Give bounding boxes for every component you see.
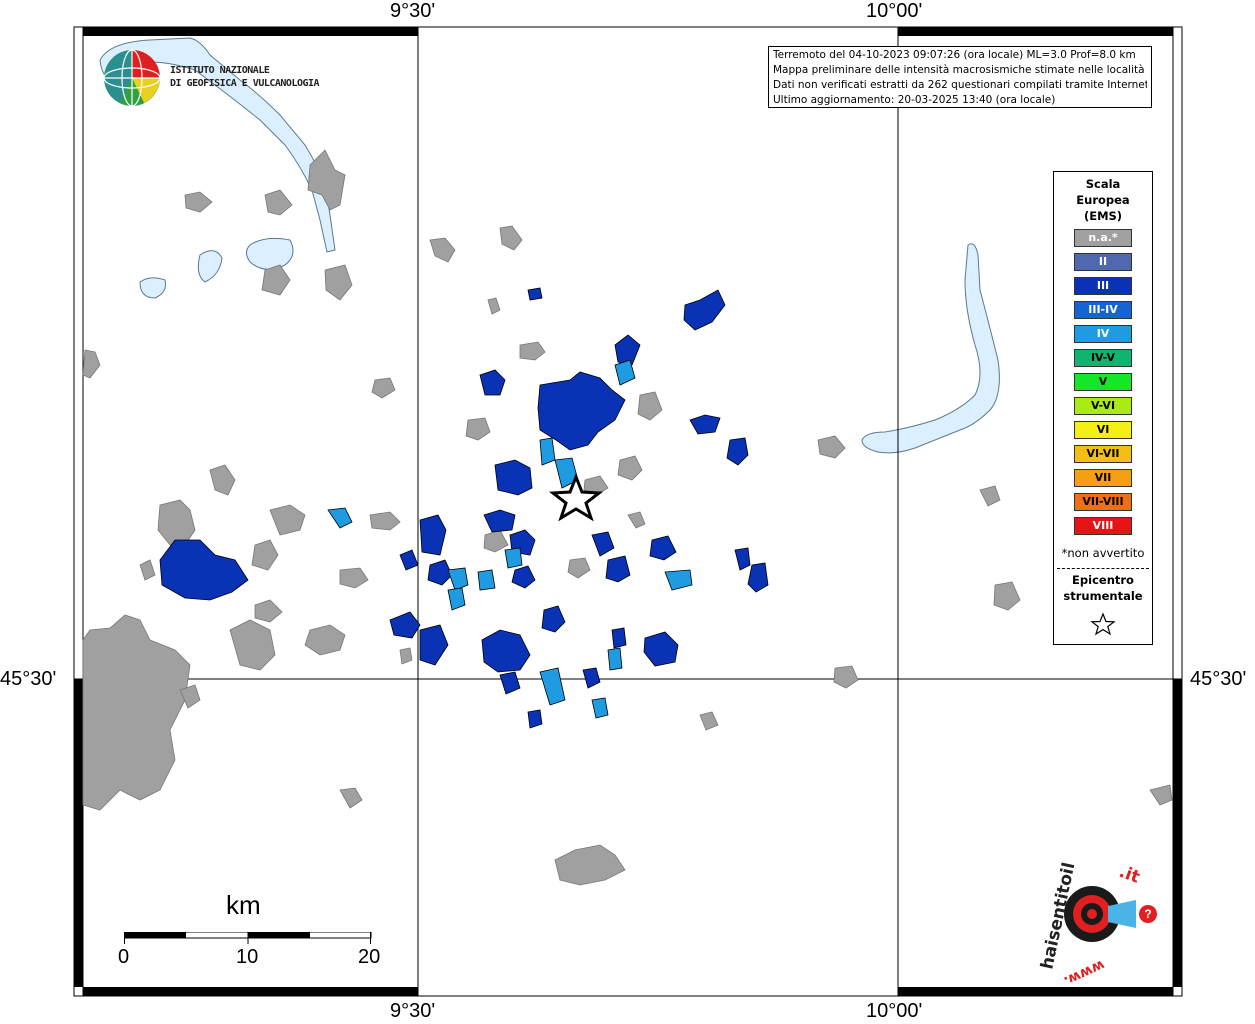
frame-segment-top bbox=[898, 27, 1173, 36]
ingv-name: ISTITUTO NAZIONALE DI GEOFISICA E VULCAN… bbox=[170, 64, 320, 90]
legend-item-vi-vii: VI-VII bbox=[1074, 445, 1132, 463]
logo-question-mark: ? bbox=[1144, 907, 1151, 921]
ingv-globe-logo bbox=[103, 49, 161, 107]
legend-item-iii-iv: III-IV bbox=[1074, 301, 1132, 319]
legend-item-n-a: n.a.* bbox=[1074, 229, 1132, 247]
scalebar-tick-20: 20 bbox=[358, 946, 381, 968]
legend-item-iv: IV bbox=[1074, 325, 1132, 343]
legend-title-line1: Scala bbox=[1085, 177, 1121, 191]
legend-title-line2: Europea bbox=[1076, 193, 1130, 207]
legend-item-ii: II bbox=[1074, 253, 1132, 271]
scalebar-unit: km bbox=[226, 890, 261, 920]
frame-segment-right bbox=[1173, 679, 1182, 987]
earthquake-info-box: Terremoto del 04-10-2023 09:07:26 (ora l… bbox=[768, 46, 1152, 108]
frame-segment-bottom bbox=[898, 987, 1173, 996]
coord-right-lat: 45°30' bbox=[1190, 668, 1247, 690]
legend-item-vii: VII bbox=[1074, 469, 1132, 487]
coord-bottom-left: 9°30' bbox=[390, 1000, 436, 1022]
legend-item-vi: VI bbox=[1074, 421, 1132, 439]
legend-item-v: V bbox=[1074, 373, 1132, 391]
frame-segment-bottom bbox=[83, 987, 418, 996]
info-line-data-source: Dati non verificati estratti da 262 ques… bbox=[773, 79, 1147, 91]
intensity-legend: Scala Europea (EMS) n.a.* II III III-IV IV IV… bbox=[1053, 171, 1153, 645]
legend-item-v-vi: V-VI bbox=[1074, 397, 1132, 415]
frame-segment-left bbox=[74, 679, 83, 987]
logo-text-tld: .it bbox=[1116, 862, 1142, 888]
epicentre-star-icon bbox=[548, 472, 604, 522]
legend-item-vii-viii: VII-VIII bbox=[1074, 493, 1132, 511]
coord-top-right: 10°00' bbox=[866, 0, 923, 22]
scalebar-tick-0: 0 bbox=[118, 946, 130, 968]
legend-title: Scala Europea (EMS) bbox=[1054, 176, 1152, 224]
legend-epicentre-line2: strumentale bbox=[1063, 589, 1143, 603]
info-line-description: Mappa preliminare delle intensità macros… bbox=[773, 64, 1145, 76]
coord-left-lat: 45°30' bbox=[0, 668, 57, 690]
municipalities-na bbox=[82, 149, 1173, 886]
ingv-name-line2: DI GEOFISICA E VULCANOLOGIA bbox=[170, 78, 320, 89]
legend-item-viii: VIII bbox=[1074, 517, 1132, 535]
frame-segment-top bbox=[83, 27, 418, 36]
coord-bottom-right: 10°00' bbox=[866, 1000, 923, 1022]
graticule bbox=[74, 27, 1182, 996]
legend-epicentre-line1: Epicentro bbox=[1072, 573, 1134, 587]
municipalities-int-III bbox=[159, 287, 769, 729]
ingv-name-line1: ISTITUTO NAZIONALE bbox=[170, 65, 270, 76]
legend-note: *non avvertito bbox=[1061, 546, 1145, 560]
info-line-event: Terremoto del 04-10-2023 09:07:26 (ora l… bbox=[773, 49, 1136, 61]
legend-item-iii: III bbox=[1074, 277, 1132, 295]
legend-title-line3: (EMS) bbox=[1083, 209, 1123, 223]
info-line-updated: Ultimo aggiornamento: 20-03-2025 13:40 (… bbox=[773, 94, 1056, 106]
scalebar bbox=[124, 932, 372, 944]
municipalities-int-IV bbox=[327, 359, 693, 719]
logo-text-www: www. bbox=[1061, 956, 1107, 982]
scalebar-tick-10: 10 bbox=[236, 946, 259, 968]
haisentito-logo: ? haisentitoilterremoto .it www. bbox=[1037, 862, 1157, 982]
legend-epicentre-label: Epicentro strumentale bbox=[1054, 572, 1152, 604]
legend-item-iv-v: IV-V bbox=[1074, 349, 1132, 367]
coord-top-left: 9°30' bbox=[390, 0, 436, 22]
legend-separator bbox=[1057, 568, 1149, 569]
star-icon bbox=[1090, 612, 1116, 636]
